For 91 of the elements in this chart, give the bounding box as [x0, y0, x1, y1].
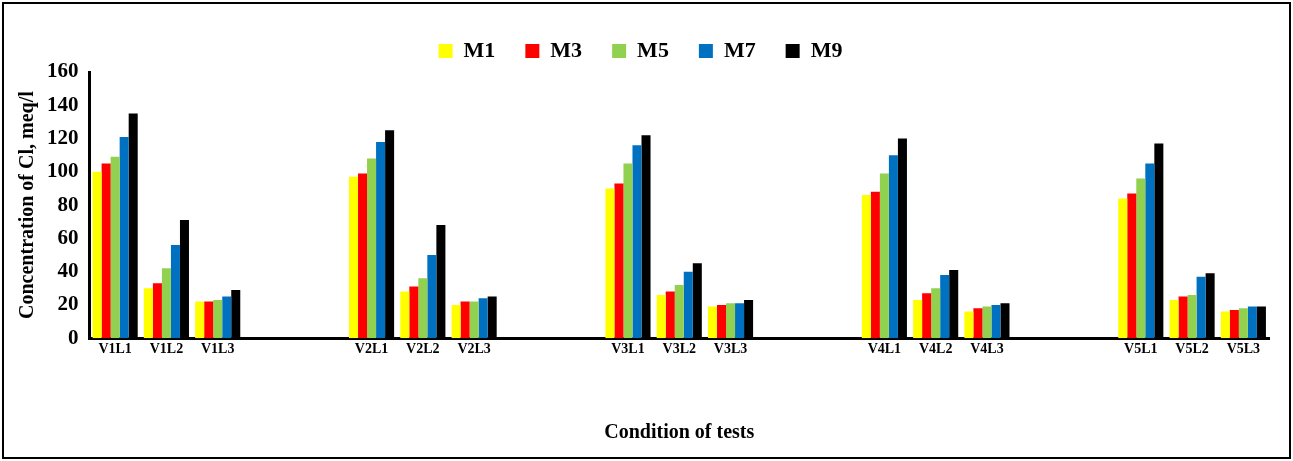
bar [222, 296, 232, 339]
x-axis-title: Condition of tests [604, 420, 755, 443]
legend-label: M1 [463, 36, 496, 62]
y-tick-label: 140 [47, 91, 79, 116]
x-tick-label: V2L2 [406, 341, 440, 357]
x-tick-label: V1L1 [98, 341, 132, 357]
bar [1127, 193, 1137, 339]
bar [707, 306, 717, 339]
y-tick-label: 0 [68, 324, 79, 349]
legend-label: M9 [810, 36, 843, 62]
bar [665, 291, 675, 339]
x-tick-label: V1L2 [149, 341, 184, 357]
bar [991, 304, 1001, 339]
bar [1145, 163, 1155, 339]
bar [195, 301, 205, 339]
bar [213, 299, 223, 339]
bar [119, 136, 129, 339]
bar [913, 299, 923, 339]
bar [726, 303, 736, 339]
bar [143, 288, 153, 339]
x-tick-label: V1L3 [200, 341, 235, 357]
bar [623, 163, 633, 339]
bar [1247, 306, 1257, 339]
bar [409, 286, 419, 339]
bar [348, 176, 359, 339]
bar [922, 293, 932, 339]
bar [376, 141, 386, 339]
bar [418, 278, 428, 339]
x-tick-label: V2L1 [354, 341, 389, 357]
bar [1187, 294, 1197, 339]
x-tick-label: V4L2 [918, 341, 953, 357]
bar [110, 156, 120, 339]
bar [614, 183, 624, 339]
bar [358, 173, 368, 339]
x-tick-label: V3L1 [611, 341, 645, 357]
y-tick-label: 60 [57, 224, 79, 249]
bar [964, 311, 974, 339]
bar [469, 301, 479, 339]
bar [101, 163, 111, 339]
bar [1238, 308, 1248, 339]
legend-label: M5 [637, 36, 669, 62]
bar [735, 303, 745, 339]
bar [1169, 299, 1179, 339]
x-tick-label: V5L2 [1175, 341, 1209, 357]
y-tick-label: 160 [47, 58, 79, 83]
bar [400, 291, 410, 339]
bar [478, 298, 488, 339]
x-tick-label: V5L1 [1124, 341, 1158, 357]
y-tick-label: 40 [57, 258, 79, 283]
bar [1118, 198, 1128, 339]
bar [982, 306, 992, 339]
legend-label: M3 [550, 36, 583, 62]
y-axis-title: Concentration of Cl, meq/l [15, 90, 39, 319]
bar [152, 283, 162, 339]
bar [92, 171, 102, 339]
bar [1196, 276, 1206, 339]
bar [1178, 296, 1188, 339]
bar [170, 245, 180, 339]
bar [973, 308, 983, 339]
bar [367, 158, 377, 339]
y-tick-label: 20 [57, 291, 79, 316]
bar [861, 195, 871, 339]
x-tick-label: V3L3 [713, 341, 748, 357]
bar [716, 304, 727, 339]
bar [1136, 178, 1146, 339]
bar [1220, 311, 1230, 339]
bar [161, 268, 171, 339]
x-tick-label: V2L3 [457, 341, 491, 357]
bar [1229, 309, 1239, 339]
bar [460, 301, 470, 339]
bar [632, 145, 642, 339]
bar [451, 304, 461, 339]
x-tick-label: V4L3 [970, 341, 1004, 357]
legend-label: M7 [723, 36, 756, 62]
bar [888, 155, 898, 339]
bar [931, 288, 941, 339]
y-tick-label: 100 [47, 158, 79, 183]
bar [940, 274, 950, 339]
x-tick-label: V3L2 [662, 341, 696, 357]
bar [656, 294, 666, 339]
y-tick-label: 120 [47, 124, 79, 149]
bar [683, 271, 693, 339]
bar [427, 255, 437, 339]
bar [204, 301, 214, 339]
bar [879, 173, 889, 339]
x-tick-label: V4L1 [867, 341, 902, 357]
bar [674, 284, 684, 339]
y-tick-label: 80 [57, 191, 79, 216]
bar [870, 191, 880, 339]
x-tick-label: V5L3 [1226, 341, 1261, 357]
bar [605, 188, 615, 339]
